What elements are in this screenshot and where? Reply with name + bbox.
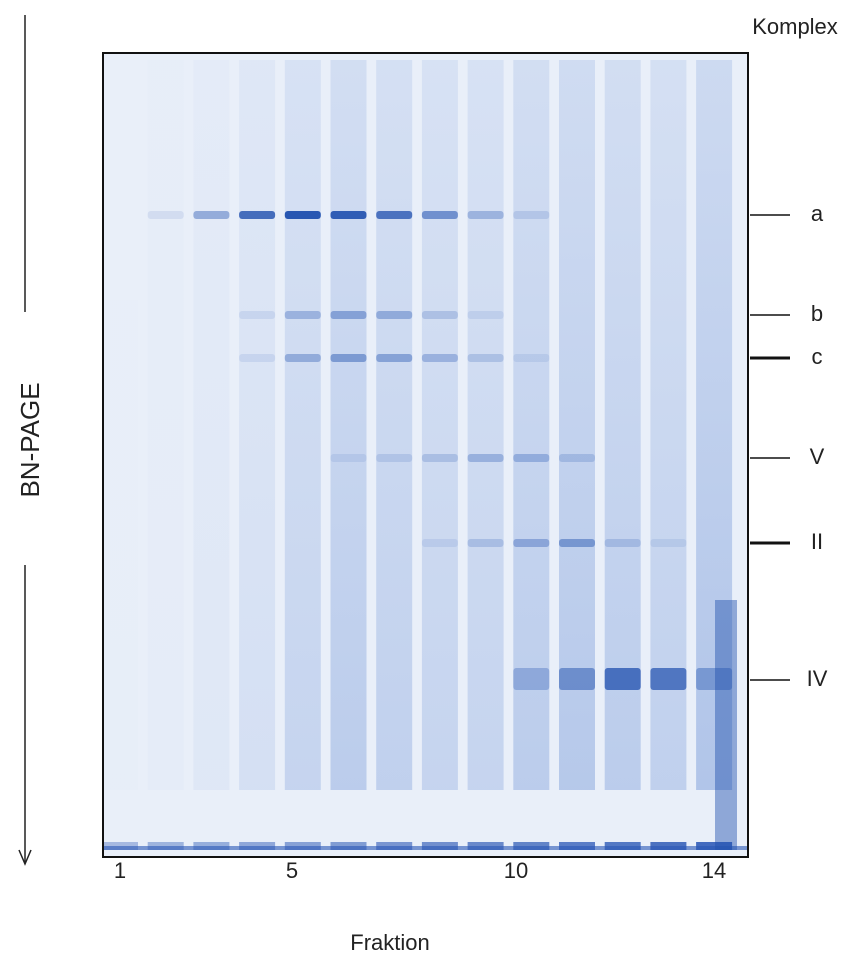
lane-label: 5 [286, 858, 298, 883]
y-axis-label: BN-PAGE [15, 382, 45, 497]
protein-band [330, 211, 367, 219]
lane-smear [421, 60, 458, 790]
lane-smear [284, 60, 321, 790]
lane-label: 10 [504, 858, 528, 883]
protein-band [467, 454, 504, 462]
protein-band [513, 668, 550, 690]
protein-band [559, 668, 595, 690]
lane-smear [330, 60, 367, 790]
lane-smear [467, 60, 504, 790]
protein-band [330, 354, 367, 362]
protein-band [650, 668, 687, 690]
axis-arrow [18, 849, 32, 866]
protein-band [284, 354, 321, 362]
protein-band [284, 211, 321, 219]
lane-smear [696, 60, 733, 790]
x-axis-label: Fraktion [350, 930, 429, 955]
complex-header: Komplex [752, 14, 838, 39]
protein-band [239, 211, 276, 219]
lane-smear [102, 300, 138, 790]
lane-label: 14 [702, 858, 726, 883]
lane-smear [513, 60, 550, 790]
band-labels: a bc V II IV [750, 201, 828, 691]
lane-smear [148, 60, 184, 790]
protein-band [467, 211, 504, 219]
gel-frame [102, 52, 749, 858]
protein-band [467, 539, 504, 547]
protein-band [604, 539, 641, 547]
dye-front [104, 846, 747, 850]
protein-band [467, 354, 504, 362]
protein-band [513, 354, 550, 362]
band-label: a [811, 201, 824, 226]
lane-label: 1 [114, 858, 126, 883]
protein-band [467, 311, 504, 319]
band-label: b [811, 301, 823, 326]
protein-band [330, 311, 367, 319]
lane-smear [239, 60, 276, 790]
lane-smear [193, 60, 230, 790]
protein-band [376, 311, 413, 319]
gel-lanes [102, 60, 747, 850]
band-label: IV [807, 666, 828, 691]
protein-band [376, 211, 413, 219]
protein-band [421, 311, 458, 319]
band-label: II [811, 529, 823, 554]
protein-band [239, 311, 276, 319]
protein-band [559, 539, 595, 547]
protein-band [330, 454, 367, 462]
lane-edge [715, 600, 737, 850]
protein-band [284, 311, 321, 319]
band-label: c [812, 344, 823, 369]
protein-band [696, 668, 733, 690]
protein-band [650, 539, 687, 547]
band-label: V [810, 444, 825, 469]
protein-band [421, 211, 458, 219]
protein-band [513, 454, 550, 462]
protein-band [421, 454, 458, 462]
protein-band [193, 211, 230, 219]
protein-band [376, 354, 413, 362]
protein-band [147, 211, 184, 219]
protein-band [559, 454, 595, 462]
protein-band [513, 539, 550, 547]
protein-band [376, 454, 413, 462]
protein-band [421, 354, 458, 362]
protein-band [239, 354, 276, 362]
protein-band [604, 668, 641, 690]
protein-band [513, 211, 550, 219]
protein-band [421, 539, 458, 547]
lane-smear [376, 60, 413, 790]
